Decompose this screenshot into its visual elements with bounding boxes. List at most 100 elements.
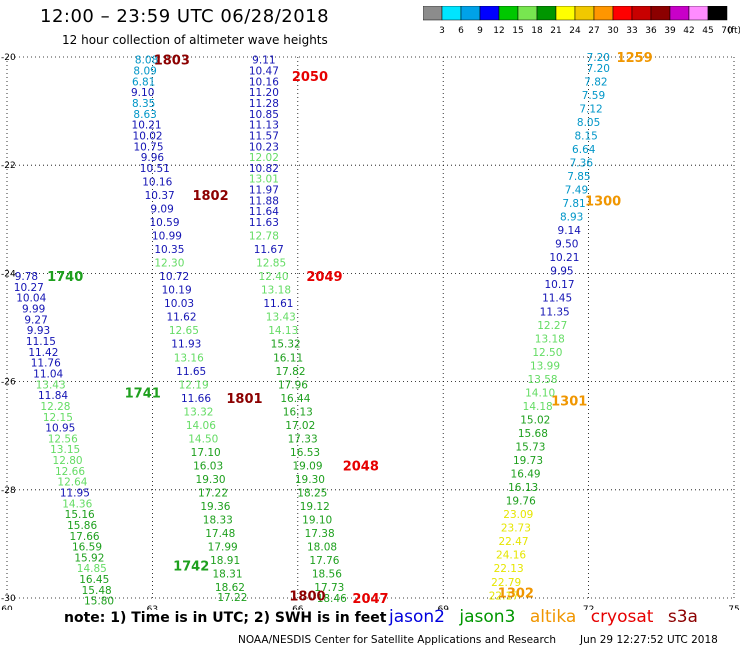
swh-value: 9.96 — [141, 152, 165, 164]
colorbar-label: 27 — [588, 26, 599, 36]
swh-value: 10.75 — [133, 141, 163, 153]
swh-value: 14.13 — [268, 325, 298, 337]
timestamp-text: Jun 29 12:27:52 UTC 2018 — [580, 634, 718, 646]
swh-value: 11.35 — [540, 306, 570, 318]
swh-value: 11.84 — [38, 390, 68, 402]
pass-time-label: 1301 — [551, 395, 587, 410]
swh-value: 13.18 — [535, 333, 565, 345]
colorbar-label: 39 — [664, 26, 676, 36]
swh-value: 16.13 — [508, 482, 538, 494]
swh-value: 11.13 — [249, 120, 279, 132]
swh-value: 13.16 — [174, 352, 204, 364]
swh-value: 9.95 — [550, 266, 573, 278]
swh-colorbar: 3 6 9 12 15 18 21 24 27 30 33 36 39 42 45 70(ft) — [423, 6, 740, 36]
swh-value: 10.21 — [549, 252, 579, 264]
pass-time-label: 2048 — [343, 459, 379, 474]
swh-value: 15.86 — [67, 520, 97, 532]
swh-value: 17.33 — [288, 433, 318, 445]
x-tick-label: 69 — [437, 605, 449, 610]
swh-value: 7.81 — [562, 198, 585, 210]
swh-value: 12.40 — [259, 271, 289, 283]
swh-value: 11.45 — [542, 293, 572, 305]
swh-value: 11.15 — [26, 336, 56, 348]
swh-value: 8.93 — [560, 212, 583, 224]
swh-value: 11.28 — [249, 98, 279, 110]
colorbar-swatch — [707, 6, 728, 21]
legend-jason2: jason2 — [389, 607, 445, 627]
swh-value: 12.15 — [43, 412, 73, 424]
swh-value: 9.09 — [150, 203, 173, 215]
swh-value: 16.03 — [193, 460, 223, 472]
swh-value: 11.76 — [31, 358, 61, 370]
swh-value: 14.85 — [77, 563, 107, 575]
swh-value: 12.30 — [154, 258, 184, 270]
swh-value: 11.20 — [249, 87, 279, 99]
swh-value: 15.32 — [271, 339, 301, 351]
swh-value: 7.59 — [582, 90, 605, 102]
swh-value: 13.99 — [530, 360, 560, 372]
legend-s3a: s3a — [667, 607, 698, 627]
swh-value: 12.19 — [179, 379, 209, 391]
swh-value: 16.11 — [273, 352, 303, 364]
swh-value: 19.10 — [302, 515, 332, 527]
swh-value: 7.85 — [567, 171, 590, 183]
pass-time-label: 1259 — [617, 51, 653, 66]
swh-value: 11.42 — [28, 347, 58, 359]
swh-value: 12.78 — [249, 231, 279, 243]
swh-value: 10.19 — [162, 285, 192, 297]
swh-value: 18.46 — [317, 593, 347, 605]
y-tick-label: -22 — [1, 161, 16, 171]
swh-value: 8.08 — [135, 55, 158, 67]
swh-value: 14.50 — [188, 433, 218, 445]
swh-value: 7.36 — [570, 157, 594, 169]
swh-value: 10.21 — [132, 120, 162, 132]
swh-value: 12.80 — [53, 455, 83, 467]
swh-value: 17.99 — [208, 542, 238, 554]
swh-value: 22.13 — [494, 563, 524, 575]
swh-value: 11.88 — [249, 195, 279, 207]
swh-value: 10.82 — [249, 163, 279, 175]
y-tick-label: -26 — [1, 378, 16, 388]
swh-value: 17.96 — [278, 379, 308, 391]
swh-value: 18.08 — [307, 542, 337, 554]
swh-value: 17.22 — [198, 488, 228, 500]
swh-value: 6.64 — [572, 144, 596, 156]
swh-value: 19.76 — [506, 496, 536, 508]
swh-value: 19.30 — [196, 474, 226, 486]
swh-value: 10.02 — [133, 130, 163, 142]
swh-value: 10.03 — [164, 298, 194, 310]
swh-value: 15.48 — [82, 585, 112, 597]
swh-value: 13.43 — [266, 312, 296, 324]
swh-value: 12.56 — [48, 433, 78, 445]
y-tick-label: -30 — [1, 594, 16, 604]
pass-time-label: 1302 — [498, 587, 534, 602]
swh-value: 15.73 — [515, 442, 545, 454]
satellite-legend: jason2 jason3 altika cryosat s3a — [389, 607, 707, 627]
swh-value: 7.12 — [579, 103, 602, 115]
swh-value: 10.95 — [45, 423, 75, 435]
legend-cryosat: cryosat — [590, 607, 654, 627]
swh-value: 10.47 — [249, 66, 279, 78]
chart-subtitle: 12 hour collection of altimeter wave hei… — [62, 33, 328, 47]
swh-value: 14.06 — [186, 420, 216, 432]
swh-value: 14.18 — [523, 401, 553, 413]
swh-value: 16.49 — [511, 469, 541, 481]
pass-time-label: 1802 — [192, 189, 228, 204]
swh-value: 13.58 — [528, 374, 558, 386]
swh-value: 16.53 — [290, 447, 320, 459]
swh-value: 14.10 — [525, 387, 555, 399]
swh-value: 9.50 — [555, 239, 578, 251]
swh-value: 14.36 — [62, 498, 92, 510]
swh-value: 9.10 — [131, 87, 154, 99]
swh-value: 10.72 — [159, 271, 189, 283]
swh-value: 11.95 — [60, 488, 90, 500]
swh-value: 10.37 — [145, 190, 175, 202]
swh-value: 12.27 — [537, 320, 567, 332]
chart-title: 12:00 – 23:59 UTC 06/28/2018 — [40, 6, 330, 27]
swh-value: 13.18 — [261, 285, 291, 297]
swh-value: 17.38 — [305, 528, 335, 540]
swh-value: 11.67 — [254, 244, 284, 256]
swh-value: 9.27 — [24, 314, 47, 326]
colorbar-label: 33 — [626, 26, 637, 36]
colorbar-label: 15 — [512, 26, 523, 36]
